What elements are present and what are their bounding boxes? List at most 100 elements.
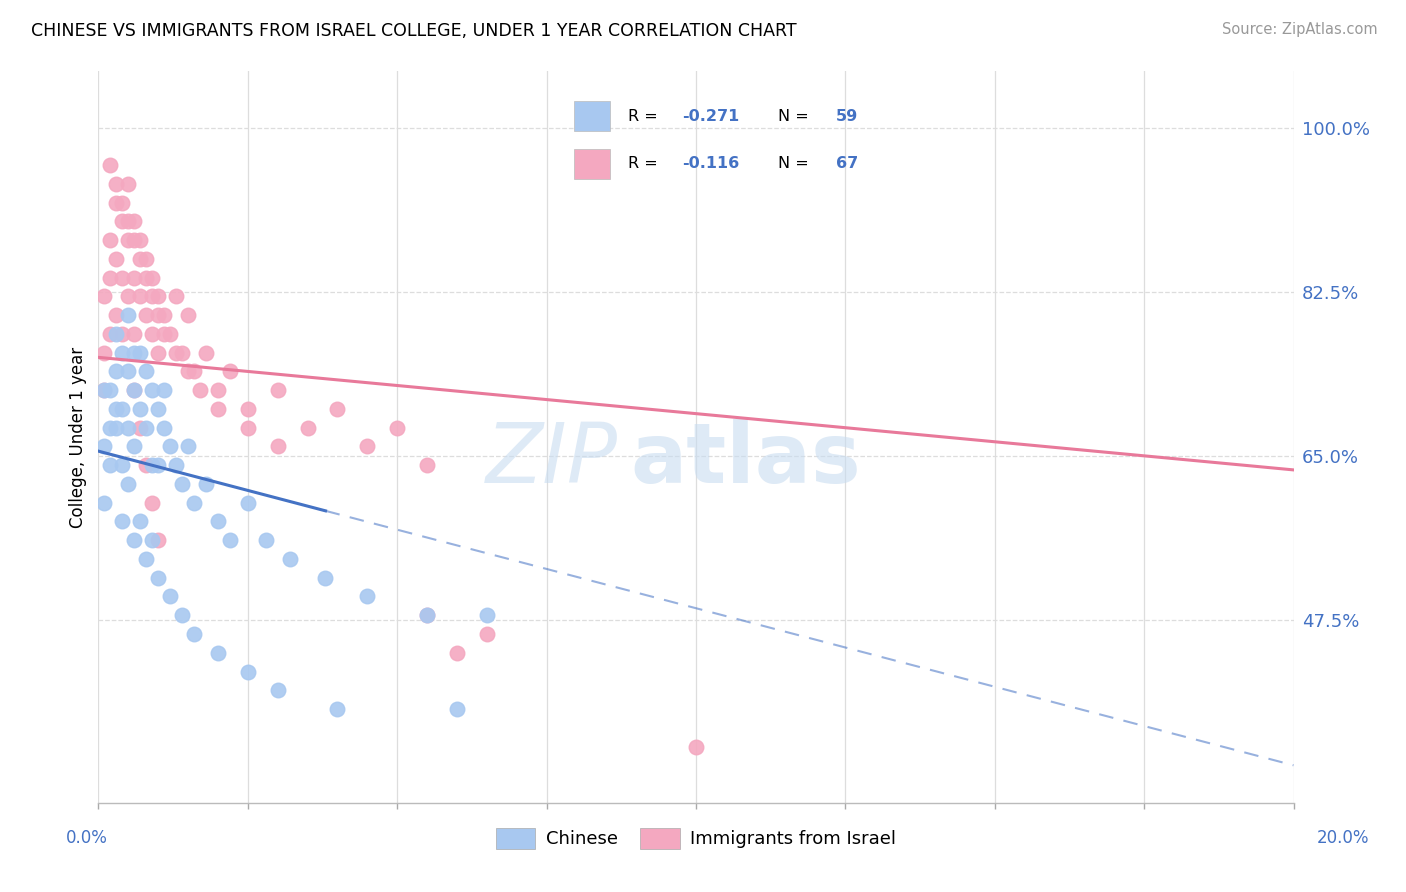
Point [685, 739, 707, 754]
Point [475, 627, 498, 641]
Point [105, 177, 128, 191]
Point [135, 364, 157, 378]
Point [111, 326, 134, 341]
Point [148, 533, 170, 548]
Point [117, 214, 139, 228]
Point [129, 289, 152, 303]
Point [446, 702, 468, 716]
Point [141, 496, 163, 510]
Point [165, 345, 187, 359]
Text: atlas: atlas [630, 418, 860, 500]
Point [117, 364, 139, 378]
Legend: Chinese, Immigrants from Israel: Chinese, Immigrants from Israel [488, 821, 904, 856]
Point [105, 420, 128, 434]
Point [267, 440, 290, 454]
Point [141, 383, 163, 397]
Point [111, 401, 134, 416]
Point [416, 458, 439, 473]
Point [159, 326, 181, 341]
Y-axis label: College, Under 1 year: College, Under 1 year [69, 346, 87, 528]
Point [219, 364, 242, 378]
Point [105, 364, 128, 378]
Point [207, 401, 229, 416]
Point [98, 383, 122, 397]
Point [236, 420, 259, 434]
Point [124, 440, 146, 454]
Point [98, 326, 122, 341]
Point [111, 345, 134, 359]
Point [153, 326, 176, 341]
Point [98, 420, 122, 434]
Point [207, 515, 229, 529]
Point [129, 252, 152, 266]
Point [141, 458, 163, 473]
Point [254, 533, 277, 548]
Point [148, 308, 170, 322]
Point [148, 289, 170, 303]
Point [111, 214, 134, 228]
Point [183, 364, 205, 378]
Point [124, 383, 146, 397]
Point [129, 345, 152, 359]
Point [188, 383, 211, 397]
Point [117, 233, 139, 247]
Point [183, 496, 205, 510]
Point [207, 383, 229, 397]
Point [111, 458, 134, 473]
Text: ZIP: ZIP [486, 418, 619, 500]
Point [315, 571, 337, 585]
Point [153, 420, 176, 434]
Point [267, 683, 290, 698]
Point [475, 608, 498, 623]
Point [105, 252, 128, 266]
Point [93, 496, 115, 510]
Point [93, 383, 115, 397]
Point [129, 401, 152, 416]
Point [177, 308, 200, 322]
Point [165, 458, 187, 473]
Point [297, 420, 319, 434]
Point [356, 440, 378, 454]
Point [117, 308, 139, 322]
Text: Source: ZipAtlas.com: Source: ZipAtlas.com [1222, 22, 1378, 37]
Point [165, 289, 187, 303]
Point [105, 308, 128, 322]
Point [129, 515, 152, 529]
Point [148, 571, 170, 585]
Point [93, 289, 115, 303]
Point [326, 702, 349, 716]
Point [124, 383, 146, 397]
Point [177, 440, 200, 454]
Point [141, 289, 163, 303]
Point [117, 420, 139, 434]
Point [105, 401, 128, 416]
Point [326, 401, 349, 416]
Point [117, 177, 139, 191]
Point [236, 665, 259, 679]
Text: 0.0%: 0.0% [66, 829, 108, 847]
Point [135, 552, 157, 566]
Point [177, 364, 200, 378]
Point [278, 552, 301, 566]
Point [135, 252, 157, 266]
Point [124, 270, 146, 285]
Point [416, 608, 439, 623]
Point [117, 289, 139, 303]
Point [172, 608, 194, 623]
Point [129, 420, 152, 434]
Point [446, 646, 468, 660]
Point [124, 533, 146, 548]
Point [236, 401, 259, 416]
Point [141, 533, 163, 548]
Point [124, 345, 146, 359]
Point [159, 590, 181, 604]
Point [267, 383, 290, 397]
Point [148, 345, 170, 359]
Point [148, 458, 170, 473]
Point [111, 195, 134, 210]
Point [153, 383, 176, 397]
Point [93, 383, 115, 397]
Point [124, 214, 146, 228]
Point [129, 233, 152, 247]
Point [207, 646, 229, 660]
